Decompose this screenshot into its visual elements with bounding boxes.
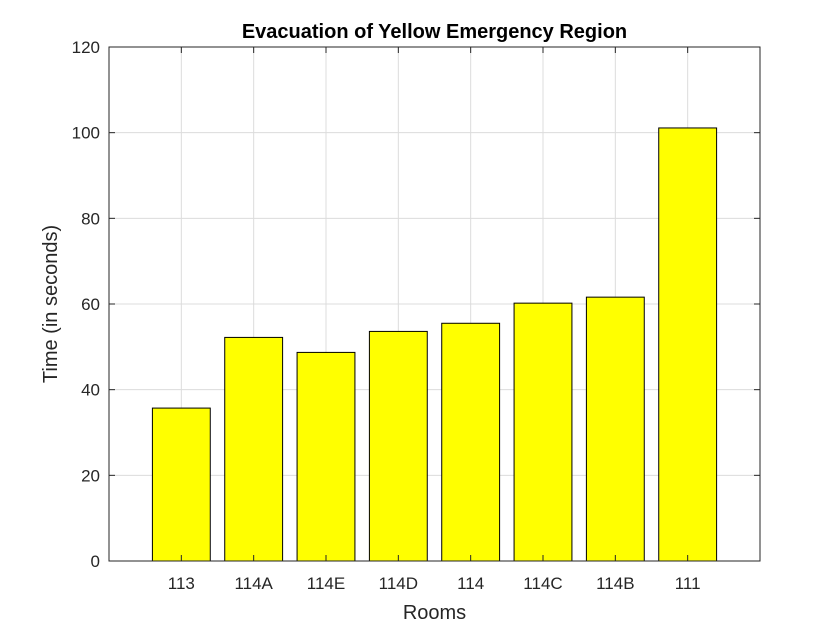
axes [108,46,761,562]
y-tick-labels: 0 20 40 60 80 100 120 [72,38,100,571]
bar-114d [368,330,428,562]
y-tick-label: 0 [91,552,100,571]
y-tick-label: 100 [72,124,100,143]
x-tick-label: 111 [675,574,701,593]
x-axis-label: Rooms [403,602,466,624]
bar-114a [224,336,284,562]
y-tick-label: 60 [81,295,100,314]
x-tick-label: 114A [234,574,273,593]
y-axis-label: Time (in seconds) [40,225,62,383]
bars [151,127,718,562]
x-tick-label: 114E [307,574,345,593]
chart-title: Evacuation of Yellow Emergency Region [242,21,627,43]
bar-114 [441,322,501,562]
bar-114c [513,302,573,562]
y-tick-label: 120 [72,38,100,57]
x-tick-label: 114D [379,574,418,593]
y-tick-label: 40 [81,381,100,400]
y-tick-label: 20 [81,466,100,485]
bar-114b [585,296,645,562]
x-tick-label: 114C [523,574,562,593]
bar-113 [151,407,211,562]
x-tick-label: 114B [596,574,634,593]
x-tick-labels: 113 114A 114E 114D 114 114C 114B 111 [168,574,701,593]
bar-111 [658,127,718,562]
x-tick-label: 113 [168,574,195,593]
y-tick-label: 80 [81,209,100,228]
x-tick-label: 114 [457,574,484,593]
bar-114e [296,351,356,562]
